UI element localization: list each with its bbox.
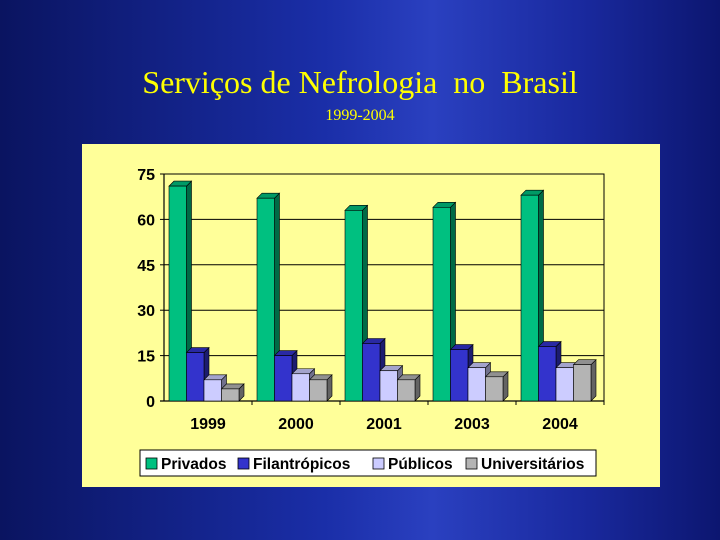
slide-title: Serviços de Nefrologia no Brasil — [142, 64, 578, 100]
legend-label: Públicos — [388, 456, 453, 473]
bar-filantrópicos — [186, 352, 205, 402]
x-tick-label: 2003 — [454, 416, 490, 433]
x-tick-label: 1999 — [190, 416, 226, 433]
legend-swatch — [145, 457, 158, 470]
chart-area: 0 15 30 45 60 75 1999 2000 2001 2003 2004 Privados F… — [82, 144, 660, 487]
y-tick-label: 15 — [137, 349, 155, 366]
bar-filantrópicos — [362, 343, 381, 402]
legend-label: Universitários — [481, 456, 584, 473]
bar-filantrópicos — [274, 355, 293, 402]
bar-públicos — [291, 373, 310, 402]
bar-universitários — [309, 379, 328, 402]
bar-privados — [344, 210, 363, 402]
y-tick-label: 45 — [137, 258, 155, 275]
bar-universitários — [397, 379, 416, 402]
bar-universitários — [485, 376, 504, 402]
legend-box — [139, 449, 597, 477]
bar-públicos — [379, 370, 398, 402]
bar-universitários — [573, 364, 592, 402]
bar-privados — [520, 194, 539, 402]
bar-privados — [256, 197, 275, 402]
x-tick-label: 2001 — [366, 416, 402, 433]
bar-privados — [432, 206, 451, 402]
y-tick-label: 60 — [137, 212, 155, 229]
bar-públicos — [555, 367, 574, 402]
bar-públicos — [467, 367, 486, 402]
bar-filantrópicos — [538, 346, 557, 402]
x-tick-label: 2004 — [542, 416, 578, 433]
legend-label: Filantrópicos — [253, 456, 350, 473]
legend-label: Privados — [161, 456, 226, 473]
slide-subtitle: 1999-2004 — [325, 107, 395, 124]
y-tick-label: 30 — [137, 303, 155, 320]
bar-chart: 0 15 30 45 60 75 1999 2000 2001 2003 2004 Privados F… — [137, 167, 605, 477]
legend-swatch — [372, 457, 385, 470]
bar-universitários — [221, 388, 240, 402]
legend-swatch — [465, 457, 478, 470]
legend-swatch — [237, 457, 250, 470]
bar-filantrópicos — [450, 349, 469, 402]
bar-side — [590, 358, 597, 402]
y-tick-label: 0 — [146, 394, 155, 411]
y-tick-label: 75 — [137, 167, 155, 184]
bar-públicos — [203, 379, 222, 402]
x-tick-label: 2000 — [278, 416, 314, 433]
bar-privados — [168, 185, 187, 402]
